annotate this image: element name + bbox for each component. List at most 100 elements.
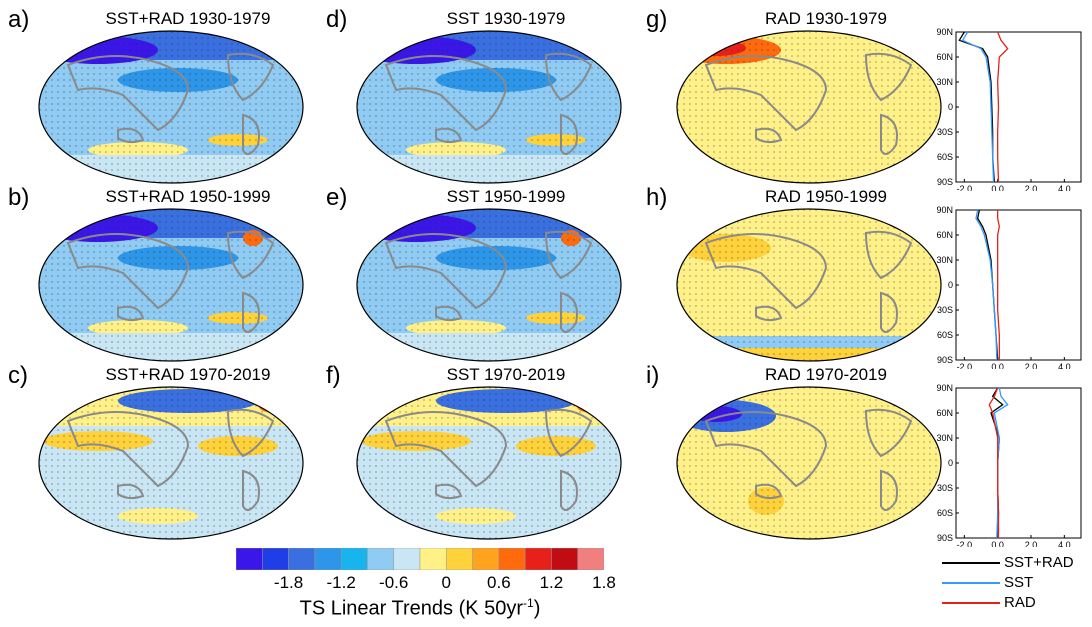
profile-y-tick-label: 60S (937, 330, 953, 340)
colorbar-label: TS Linear Trends (K 50yr-1) (236, 596, 604, 621)
panel-letter: c) (8, 362, 28, 389)
profile-x-tick-label: 2.0 (1025, 362, 1038, 369)
profile-series-sst (961, 31, 995, 183)
map-panel: c) SST+RAD 1970-2019 (8, 364, 308, 554)
panel-title: RAD 1950-1999 (765, 187, 887, 206)
colorbar-swatch (577, 547, 605, 571)
map-panel: h) RAD 1950-1999 (646, 186, 946, 376)
colorbar-tick-label: -0.6 (379, 573, 409, 592)
map-plot (676, 30, 942, 184)
profile-plot: 90N 60N 30N 0 30S 60S 90S -2.0 0.0 2.0 4.0 (936, 383, 1082, 547)
map-panel: e) SST 1950-1999 (326, 186, 626, 376)
colorbar-swatch (262, 547, 289, 571)
colorbar-swatch (524, 547, 552, 571)
profile-y-tick-label: 30S (937, 483, 953, 493)
legend-item-sst-rad: SST+RAD (942, 553, 1092, 573)
colorbar-tick-label: -1.2 (326, 573, 356, 592)
legend-label-sst: SST (1004, 574, 1034, 591)
profile-plot: 90N 60N 30N 0 30S 60S 90S -2.0 0.0 2.0 4.0 (936, 27, 1082, 191)
map-plot (356, 386, 622, 540)
map-panel: b) SST+RAD 1950-1999 (8, 186, 308, 376)
map-field (39, 209, 303, 361)
colorbar-label-main: TS Linear Trends (K 50yr (299, 597, 524, 620)
panel-title: SST 1930-1979 (446, 9, 566, 28)
colorbar-label-end: ) (533, 597, 541, 620)
profile-y-tick-label: 90S (937, 177, 953, 187)
map-field (677, 31, 941, 183)
profile-y-tick-label: 30S (937, 305, 953, 315)
panel-letter: b) (8, 184, 30, 211)
profile-y-tick-label: 90S (937, 533, 953, 543)
profile-series-rad (997, 210, 1000, 360)
profile-y-tick-label: 60S (937, 152, 953, 162)
map-plot (38, 386, 304, 540)
map-field (677, 387, 941, 539)
colorbar-label-sup: -1 (523, 596, 534, 610)
colorbar (235, 547, 605, 575)
profile-y-tick-label: 0 (948, 280, 953, 290)
profile-y-tick-label: 90S (937, 355, 953, 365)
map-plot (38, 208, 304, 362)
profile-series-sst (975, 209, 998, 361)
colorbar-swatch (446, 547, 473, 571)
map-panel: a) SST+RAD 1930-1979 (8, 8, 308, 198)
profile-y-tick-label: 90N (936, 383, 953, 393)
profile-series-rad (997, 31, 1009, 183)
panel-letter: d) (326, 6, 348, 33)
legend-item-sst: SST (942, 573, 1092, 593)
map-panel: i) RAD 1970-2019 (646, 364, 946, 554)
profile-x-tick-label: 2.0 (1025, 184, 1038, 191)
profile-y-tick-label: 60S (937, 508, 953, 518)
panel-letter: a) (8, 6, 30, 33)
panel-letter: h) (646, 184, 668, 211)
colorbar-tick-label: -1.8 (273, 573, 304, 592)
colorbar-swatch (314, 547, 342, 571)
legend-line-sst-rad (942, 562, 1000, 564)
profile-x-tick-label: 0.0 (991, 540, 1004, 547)
profile-x-tick-label: -2.0 (957, 184, 973, 191)
panel-title: RAD 1930-1979 (765, 9, 887, 28)
panel-title: SST+RAD 1930-1979 (105, 9, 271, 28)
colorbar-tick-label: 1.2 (539, 573, 564, 592)
profile-x-tick-label: 4.0 (1058, 362, 1071, 369)
profile-series-sst-rad (990, 387, 1004, 539)
map-field (39, 387, 303, 539)
map-panel: f) SST 1970-2019 (326, 364, 626, 554)
colorbar-tick-label: 0 (441, 573, 452, 592)
profile-y-tick-label: 90N (936, 27, 953, 37)
colorbar-tick-label: 1.8 (592, 573, 616, 592)
colorbar-swatch (419, 547, 447, 571)
map-plot (676, 208, 942, 362)
map-plot (356, 30, 622, 184)
profile-y-tick-label: 60N (936, 52, 953, 62)
profile-x-tick-label: 0.0 (991, 184, 1004, 191)
colorbar-swatch (288, 547, 316, 571)
map-panel: g) RAD 1930-1979 (646, 8, 946, 198)
profile-y-tick-label: 30N (936, 77, 953, 87)
profile-x-tick-label: 4.0 (1058, 540, 1071, 547)
profile-series-sst (993, 387, 1009, 539)
profile-y-tick-label: 30N (936, 255, 953, 265)
profile-x-tick-label: -2.0 (957, 362, 973, 369)
panel-title: SST 1970-2019 (446, 365, 566, 384)
panel-title: RAD 1970-2019 (765, 365, 887, 384)
profile-x-tick-label: 4.0 (1058, 184, 1071, 191)
profile-y-tick-label: 30S (937, 127, 953, 137)
profile-plot: 90N 60N 30N 0 30S 60S 90S -2.0 0.0 2.0 4.0 (936, 205, 1082, 369)
legend-line-rad (942, 602, 1000, 604)
map-plot (676, 386, 942, 540)
map-plot (38, 30, 304, 184)
colorbar-swatches (235, 547, 605, 571)
colorbar-swatch (340, 547, 368, 571)
map-field (357, 31, 621, 183)
panel-letter: e) (326, 184, 348, 211)
profile-series-sst-rad (976, 209, 999, 361)
colorbar-swatch (472, 547, 500, 571)
colorbar-swatch (498, 547, 526, 571)
panel-letter: i) (646, 362, 660, 389)
legend-line-sst (942, 582, 1000, 584)
profile-x-tick-label: -2.0 (957, 540, 973, 547)
map-plot (356, 208, 622, 362)
legend-label-rad: RAD (1004, 594, 1036, 611)
colorbar-swatch (367, 547, 394, 571)
